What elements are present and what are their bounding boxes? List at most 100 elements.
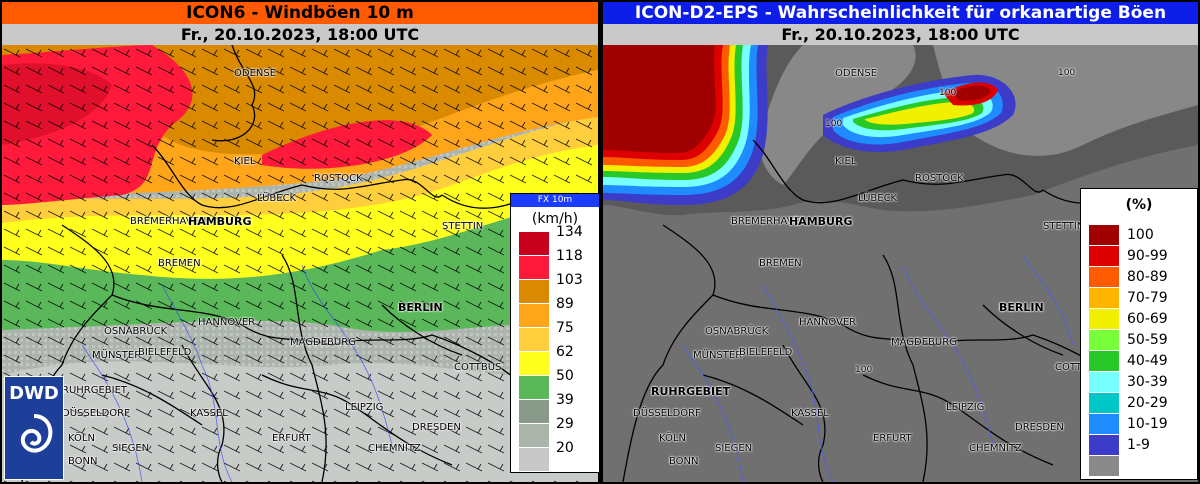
legend-swatch (519, 232, 549, 256)
legend-swatch (1089, 372, 1119, 393)
legend-label: 80-89 (1127, 269, 1168, 285)
legend-swatch (1089, 225, 1119, 246)
right-panel-title: ICON-D2-EPS - Wahrscheinlichkeit für ork… (603, 2, 1198, 24)
legend-label: 10-19 (1127, 416, 1168, 432)
legend-label: 50 (556, 368, 574, 384)
legend-row (1089, 456, 1195, 477)
city-label-bremen: BREMEN (158, 258, 201, 269)
city-label-bonn: BONN (68, 456, 98, 467)
legend-swatch (519, 280, 549, 304)
probability-field (603, 45, 1198, 482)
legend-title: FX 10m (511, 194, 599, 207)
legend-label: 40-49 (1127, 353, 1168, 369)
legend-swatch (1089, 246, 1119, 267)
city-label-siegen: SIEGEN (112, 443, 150, 454)
legend-row: 10-19 (1089, 414, 1195, 435)
legend-swatch (1089, 351, 1119, 372)
legend-swatch (1089, 414, 1119, 435)
legend-label: 62 (556, 344, 574, 360)
city-label-leipzig: LEIPZIG (345, 402, 384, 413)
legend-label: 29 (556, 416, 574, 432)
legend-label: 100 (1127, 227, 1154, 243)
wind-gust-field (2, 45, 598, 482)
legend-label: 134 (556, 224, 583, 240)
legend-label: 1-9 (1127, 437, 1150, 453)
dwd-logo-text: DWD (9, 383, 59, 404)
city-label-muenster: MÜNSTER (92, 350, 142, 361)
legend-row: 29 (519, 416, 599, 448)
legend-swatch (519, 304, 549, 328)
probability-legend: (%) 100 90-99 80-89 70-79 60-69 50-59 40-49 30-… (1080, 188, 1198, 480)
left-panel-title: ICON6 - Windböen 10 m (2, 2, 598, 24)
legend-row: 118 (519, 248, 599, 280)
legend-label: 118 (556, 248, 583, 264)
city-label-luebeck: LÜBECK (257, 193, 297, 204)
legend-swatch (519, 400, 549, 424)
city-label-erfurt: ERFURT (873, 433, 912, 444)
city-label-ruhrgebiet: RUHRGEBIET (62, 385, 128, 396)
legend-label: 89 (556, 296, 574, 312)
legend-row: 50 (519, 368, 599, 400)
legend-row: 20-29 (1089, 393, 1195, 414)
legend-row: 90-99 (1089, 246, 1195, 267)
legend-swatch (1089, 456, 1119, 477)
city-label-bonn: BONN (669, 456, 699, 467)
city-label-duesseldorf: DÜSSELDORF (62, 408, 130, 419)
legend-swatch (1089, 330, 1119, 351)
legend-row: 20 (519, 440, 599, 472)
legend-row: 40-49 (1089, 351, 1195, 372)
legend-label: 30-39 (1127, 374, 1168, 390)
swirl-icon (20, 414, 53, 453)
legend-unit: (%) (1125, 197, 1153, 213)
legend-row: 39 (519, 392, 599, 424)
probability-mark: 100 (825, 119, 843, 129)
city-label-luebeck: LÜBECK (858, 193, 898, 204)
city-label-koeln: KÖLN (659, 433, 686, 444)
legend-label: 20-29 (1127, 395, 1168, 411)
city-label-bremerhaven: BREMERHAVEN (731, 216, 808, 227)
legend-row: 70-79 (1089, 288, 1195, 309)
legend-row: 60-69 (1089, 309, 1195, 330)
wind-gust-map: ODENSE KIEL ROSTOCK LÜBECK BREMERHAVEN H… (2, 45, 598, 482)
right-map-panel: ICON-D2-EPS - Wahrscheinlichkeit für ork… (600, 0, 1200, 484)
legend-swatch (519, 424, 549, 448)
legend-row: 50-59 (1089, 330, 1195, 351)
city-label-berlin: BERLIN (398, 301, 443, 314)
legend-swatch (1089, 393, 1119, 414)
legend-swatch (519, 328, 549, 352)
city-label-berlin: BERLIN (999, 301, 1044, 314)
city-label-magdeburg: MAGDEBURG (290, 337, 356, 348)
legend-unit: (km/h) (531, 211, 579, 227)
city-label-erfurt: ERFURT (272, 433, 311, 444)
city-label-hannover: HANNOVER (799, 317, 857, 328)
city-label-siegen: SIEGEN (715, 443, 753, 454)
legend-label: 70-79 (1127, 290, 1168, 306)
city-label-dresden: DRESDEN (1015, 422, 1064, 433)
legend-row: 30-39 (1089, 372, 1195, 393)
legend-swatch (1089, 309, 1119, 330)
legend-label: 75 (556, 320, 574, 336)
right-panel-date: Fr., 20.10.2023, 18:00 UTC (603, 24, 1198, 45)
city-label-hamburg: HAMBURG (789, 215, 853, 228)
city-label-kiel: KIEL (234, 156, 256, 167)
legend-row: 80-89 (1089, 267, 1195, 288)
city-label-muenster: MÜNSTER (693, 350, 743, 361)
legend-swatch (519, 448, 549, 472)
city-label-bielefeld: BIELEFELD (739, 347, 793, 358)
left-map-panel: ICON6 - Windböen 10 m Fr., 20.10.2023, 1… (0, 0, 600, 484)
city-label-bremen: BREMEN (759, 258, 802, 269)
city-label-kassel: KASSEL (190, 408, 228, 419)
legend-swatch (1089, 435, 1119, 456)
probability-mark: 100 (1058, 68, 1076, 78)
legend-swatch (1089, 267, 1119, 288)
city-label-koeln: KÖLN (68, 433, 95, 444)
legend-label: 20 (556, 440, 574, 456)
city-label-rostock: ROSTOCK (314, 173, 363, 184)
city-label-kassel: KASSEL (791, 408, 829, 419)
city-label-odense: ODENSE (835, 68, 878, 79)
probability-map: ODENSE KIEL ROSTOCK LÜBECK BREMERHAVEN H… (603, 45, 1198, 482)
legend-swatch (519, 256, 549, 280)
city-label-duesseldorf: DÜSSELDORF (633, 408, 701, 419)
legend-label: 103 (556, 272, 583, 288)
city-label-dresden: DRESDEN (412, 422, 461, 433)
